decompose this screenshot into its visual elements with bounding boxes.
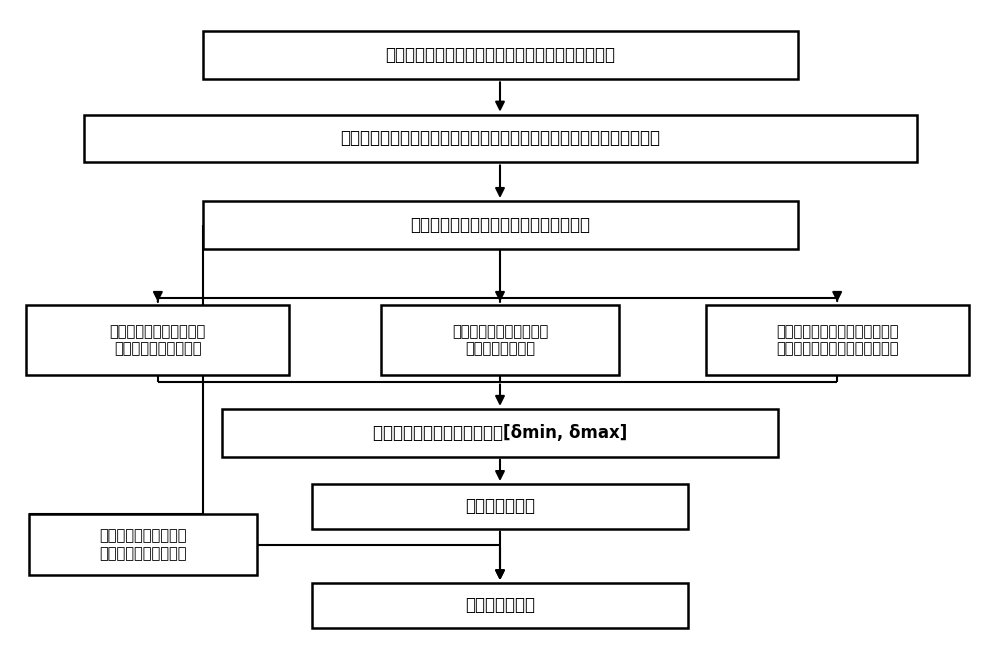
Text: 得到电机定子单体温升
变形量曲线及拟合函数: 得到电机定子单体温升 变形量曲线及拟合函数	[99, 529, 187, 561]
FancyBboxPatch shape	[84, 115, 916, 163]
Text: 对变速箱壳体、电机定子及壳体等进行有限元前处理: 对变速箱壳体、电机定子及壳体等进行有限元前处理	[385, 47, 615, 64]
FancyBboxPatch shape	[203, 31, 798, 79]
Text: 确定最低保温点: 确定最低保温点	[465, 596, 535, 614]
Text: 根据结合压力及部件应力
确定过盈量上、下限值: 根据结合压力及部件应力 确定过盈量上、下限值	[110, 324, 206, 356]
FancyBboxPatch shape	[29, 515, 257, 575]
Text: 装配时应避免干涉现象，
确定过盈量上限值: 装配时应避免干涉现象， 确定过盈量上限值	[452, 324, 548, 356]
Text: 得到装配过盈量最佳取值范围[δmin, δmax]: 得到装配过盈量最佳取值范围[δmin, δmax]	[373, 424, 627, 442]
FancyBboxPatch shape	[381, 305, 619, 375]
FancyBboxPatch shape	[222, 409, 778, 457]
FancyBboxPatch shape	[26, 305, 289, 375]
FancyBboxPatch shape	[203, 201, 798, 249]
Text: 装配及温升等多工况计算，提取过盈装配面结合压力、各部件径向变形量: 装配及温升等多工况计算，提取过盈装配面结合压力、各部件径向变形量	[340, 130, 660, 148]
FancyBboxPatch shape	[706, 305, 969, 375]
FancyBboxPatch shape	[312, 583, 688, 628]
Text: 选取装配过盈量: 选取装配过盈量	[465, 497, 535, 515]
Text: 最高工作温度时应避免出现部件
挤压及屈服，确定过盈量上限值: 最高工作温度时应避免出现部件 挤压及屈服，确定过盈量上限值	[776, 324, 898, 356]
Text: 根据预设要求，对计算结果进行数据处理: 根据预设要求，对计算结果进行数据处理	[410, 216, 590, 234]
FancyBboxPatch shape	[312, 484, 688, 529]
